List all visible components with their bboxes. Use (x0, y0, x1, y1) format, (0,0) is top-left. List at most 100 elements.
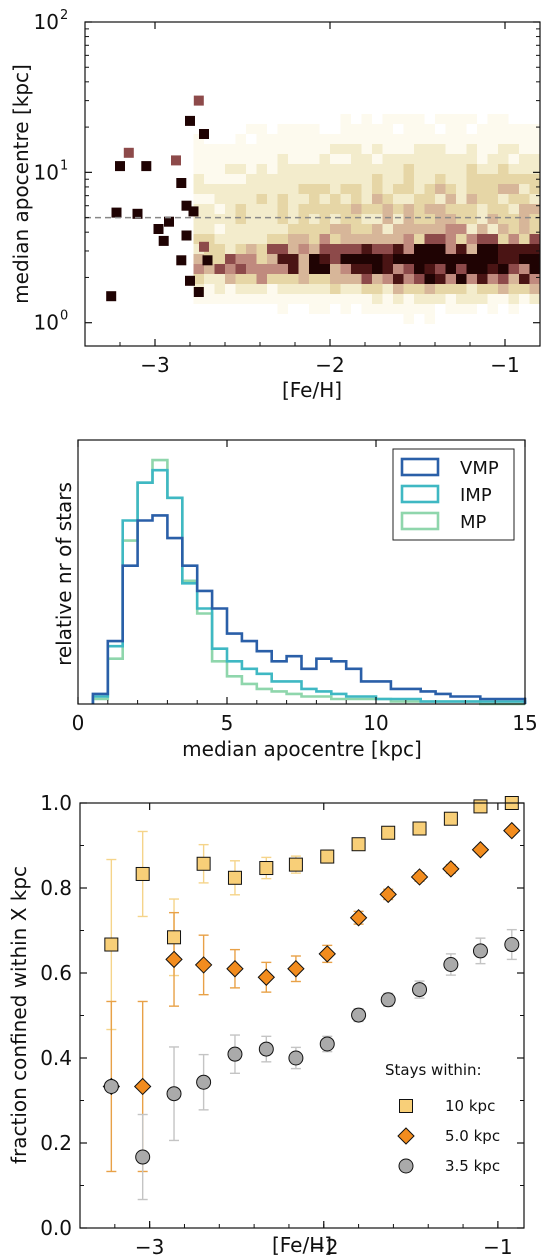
point-square (412, 821, 427, 836)
heatmap-cell (246, 184, 257, 194)
heatmap-cell (309, 174, 320, 184)
heatmap-cell (529, 264, 540, 274)
heatmap-cell (519, 174, 530, 184)
heatmap-cell (246, 294, 257, 304)
heatmap-cell (330, 184, 341, 194)
heatmap-cell (424, 204, 435, 214)
heatmap-cell (519, 234, 530, 244)
heatmap-cell (435, 164, 446, 174)
heatmap-cell (214, 244, 225, 254)
heatmap-cell (445, 264, 456, 274)
heatmap-cell (414, 204, 425, 214)
heatmap-cell (445, 244, 456, 254)
heatmap-cell (424, 284, 435, 294)
heatmap-cell (267, 154, 278, 164)
heatmap-cell (529, 194, 540, 204)
heatmap-cell (246, 124, 257, 134)
heatmap-cell (487, 254, 498, 264)
heatmap-cell (298, 204, 309, 214)
heatmap-cell (477, 284, 488, 294)
heatmap-cell (361, 244, 372, 254)
heatmap-cell (414, 134, 425, 144)
histogram-steps (91, 458, 527, 706)
heatmap-cell (106, 291, 117, 302)
heatmap-cell (214, 254, 225, 264)
heatmap-cell (351, 134, 362, 144)
heatmap-cell (298, 184, 309, 194)
heatmap-cell (414, 264, 425, 274)
heatmap-cell (330, 194, 341, 204)
heatmap-cell (456, 194, 467, 204)
heatmap-cell (256, 274, 267, 284)
heatmap-cell (361, 234, 372, 244)
heatmap-cell (340, 164, 351, 174)
heatmap-cell (529, 154, 540, 164)
heatmap-cell (235, 284, 246, 294)
heatmap-cell (508, 214, 519, 224)
point-square (135, 866, 150, 881)
heatmap-cell (414, 194, 425, 204)
heatmap-cell (351, 184, 362, 194)
heatmap-cell (246, 204, 257, 214)
heatmap-cell (298, 174, 309, 184)
heatmap-cell (393, 154, 404, 164)
heatmap-cell (393, 184, 404, 194)
heatmap-cell (340, 224, 351, 234)
heatmap-cell (277, 224, 288, 234)
heatmap-cell (435, 214, 446, 224)
heatmap-cell (340, 144, 351, 154)
heatmap-cell (319, 214, 330, 224)
heatmap-cell (456, 234, 467, 244)
heatmap-cell (403, 134, 414, 144)
heatmap-cell (487, 294, 498, 304)
heatmap-cell (235, 194, 246, 204)
heatmap-cell (477, 164, 488, 174)
heatmap-x-axis-label: [Fe/H] (282, 378, 342, 402)
heatmap-cell (477, 124, 488, 134)
heatmap-cell (288, 194, 299, 204)
heatmap-cell (424, 164, 435, 174)
heatmap-cell (267, 194, 278, 204)
heatmap-cell (466, 194, 477, 204)
heatmap-cell (393, 234, 404, 244)
heatmap-cell (508, 174, 519, 184)
legend-swatch-mp (400, 511, 440, 531)
heatmap-cell (393, 174, 404, 184)
heatmap-cell (498, 114, 509, 124)
heatmap-cell (330, 264, 341, 274)
heatmap-cell (487, 184, 498, 194)
heatmap-cell (193, 134, 204, 144)
heatmap-cell (435, 114, 446, 124)
heatmap-cell (435, 224, 446, 234)
heatmap-cell (319, 244, 330, 254)
heatmap-cell (267, 174, 278, 184)
heatmap-cell (529, 124, 540, 134)
heatmap-cell (235, 134, 246, 144)
heatmap-cell (456, 154, 467, 164)
legend-label: 3.5 kpc (445, 1157, 500, 1175)
heatmap-cell (319, 194, 330, 204)
point-square (104, 937, 119, 952)
point-circle (412, 982, 428, 998)
point-diamond (194, 956, 213, 974)
heatmap-cell (340, 244, 351, 254)
heatmap-cell (256, 174, 267, 184)
heatmap-cell (519, 184, 530, 194)
legend-label: 5.0 kpc (445, 1127, 500, 1145)
heatmap-cell (267, 234, 278, 244)
heatmap-cell (193, 274, 204, 284)
point-circle (504, 937, 520, 953)
heatmap-cell (445, 304, 456, 314)
heatmap-cell (382, 124, 393, 134)
heatmap-cell (414, 294, 425, 304)
heatmap-cell (340, 214, 351, 224)
heatmap-cell (330, 294, 341, 304)
heatmap-cell (456, 184, 467, 194)
heatmap-cell (498, 194, 509, 204)
heatmap-cell (225, 214, 236, 224)
heatmap-cell (487, 114, 498, 124)
heatmap-cell (204, 274, 215, 284)
heatmap-cell (529, 204, 540, 214)
heatmap-cell (235, 164, 246, 174)
